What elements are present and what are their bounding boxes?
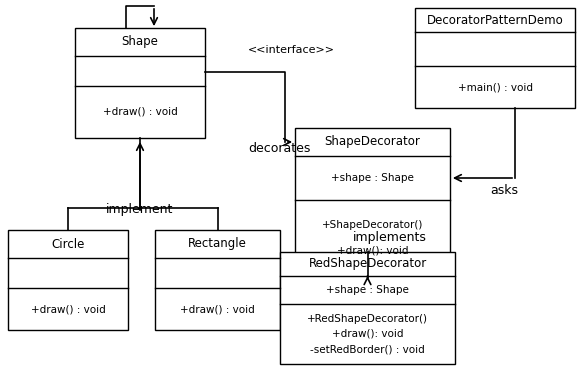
Text: DecoratorPatternDemo: DecoratorPatternDemo	[427, 13, 563, 26]
Bar	[155, 230, 280, 330]
Bar	[8, 230, 128, 330]
Bar	[295, 128, 450, 276]
Text: RedShapeDecorator: RedShapeDecorator	[308, 257, 427, 270]
Text: +draw() : void: +draw() : void	[31, 304, 106, 314]
Text: decorates: decorates	[248, 141, 310, 154]
Text: ShapeDecorator: ShapeDecorator	[325, 135, 420, 148]
Bar	[75, 28, 205, 138]
Text: Rectangle: Rectangle	[188, 238, 247, 251]
Text: Shape: Shape	[122, 35, 159, 48]
Text: +RedShapeDecorator(): +RedShapeDecorator()	[307, 314, 428, 324]
Text: +ShapeDecorator(): +ShapeDecorator()	[322, 220, 423, 231]
Text: Circle: Circle	[51, 238, 85, 251]
Text: +draw() : void: +draw() : void	[103, 107, 177, 117]
Text: asks: asks	[490, 184, 518, 197]
Text: +draw() : void: +draw() : void	[180, 304, 255, 314]
Text: implements: implements	[353, 232, 427, 244]
Text: +main() : void: +main() : void	[458, 82, 532, 92]
Text: +shape : Shape: +shape : Shape	[331, 173, 414, 183]
Text: +draw(): void: +draw(): void	[332, 329, 403, 339]
Text: -setRedBorder() : void: -setRedBorder() : void	[310, 344, 425, 354]
Text: <<interface>>: <<interface>>	[248, 45, 335, 55]
Bar	[415, 8, 575, 108]
Text: +draw(): void: +draw(): void	[337, 246, 408, 256]
Text: +shape : Shape: +shape : Shape	[326, 285, 409, 295]
Text: implement: implement	[106, 204, 174, 216]
Bar	[280, 252, 455, 364]
